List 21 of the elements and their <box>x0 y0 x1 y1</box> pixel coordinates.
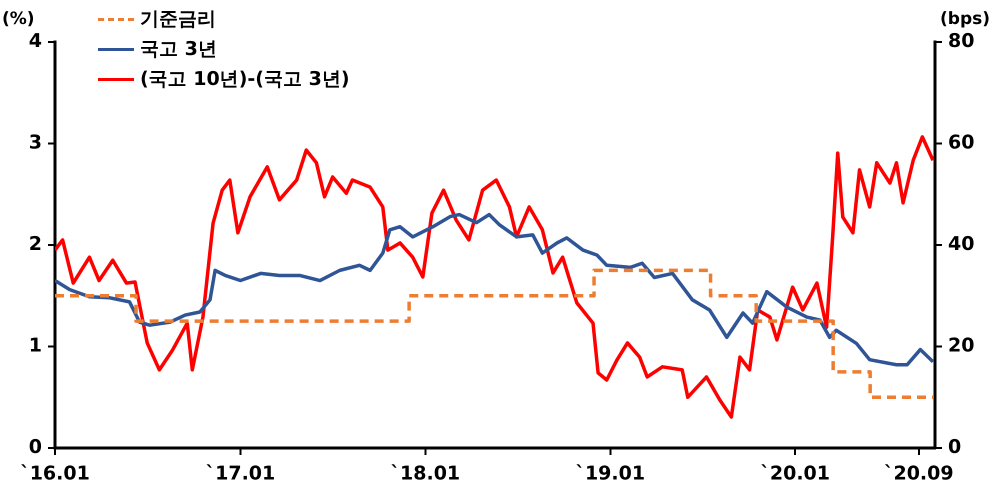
x-tick-label: `20.09 <box>884 462 954 484</box>
y-tick-label: 0 <box>28 436 42 458</box>
x-tick-label: `18.01 <box>390 462 460 484</box>
y-tick-label: 4 <box>28 30 42 52</box>
y-tick-label: 3 <box>28 131 42 154</box>
y-tick-label: 2 <box>28 232 42 255</box>
y2-tick-label: 40 <box>948 232 974 255</box>
x-tick-label: `16.01 <box>20 462 90 484</box>
y-tick-label: 1 <box>28 334 42 356</box>
y2-tick-label: 0 <box>948 436 962 458</box>
y2-tick-label: 60 <box>948 131 974 154</box>
legend-label: (국고 10년)-(국고 3년) <box>140 67 350 92</box>
y2-tick-label: 80 <box>948 30 974 52</box>
x-tick-label: `19.01 <box>575 462 646 484</box>
y-axis-title: (%) <box>2 8 35 29</box>
legend-label: 국고 3년 <box>140 37 217 62</box>
y2-axis-title: (bps) <box>940 8 990 29</box>
x-tick-label: `20.01 <box>760 462 830 484</box>
y2-tick-label: 20 <box>948 334 974 356</box>
x-tick-label: `17.01 <box>206 462 276 484</box>
legend-label: 기준금리 <box>140 7 216 32</box>
